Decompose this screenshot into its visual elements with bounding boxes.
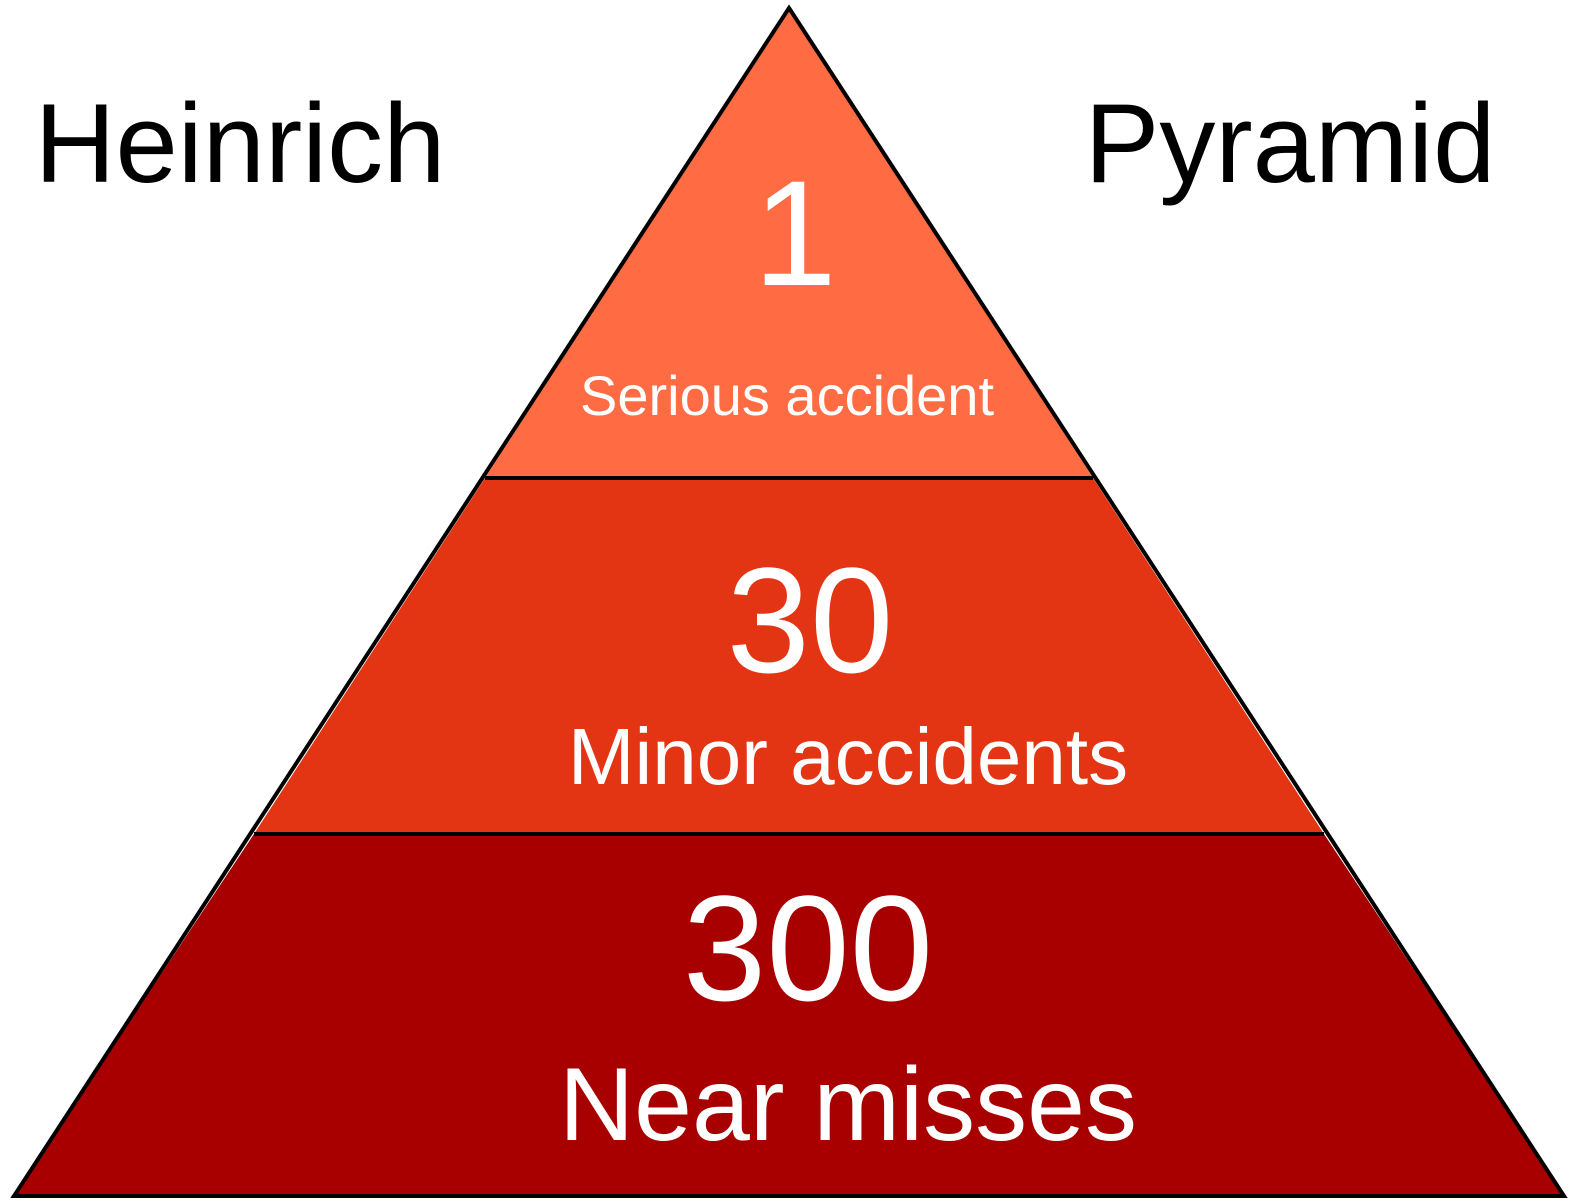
pyramid-outline <box>10 4 1568 1198</box>
tier-top-shape <box>485 8 1093 478</box>
tier-middle-label: Minor accidents <box>568 712 1128 801</box>
tier-bottom-number: 300 <box>683 864 933 1032</box>
tier-bottom-label: Near misses <box>559 1047 1137 1163</box>
tier-top-label: Serious accident <box>580 364 994 427</box>
title-left-word: Heinrich <box>35 81 446 206</box>
tier-middle-shape <box>254 478 1324 834</box>
tier-bottom-shape <box>14 834 1564 1196</box>
title-right-word: Pyramid <box>1085 81 1496 206</box>
tier-top-number: 1 <box>753 149 836 317</box>
tier-middle-number: 30 <box>727 536 894 704</box>
